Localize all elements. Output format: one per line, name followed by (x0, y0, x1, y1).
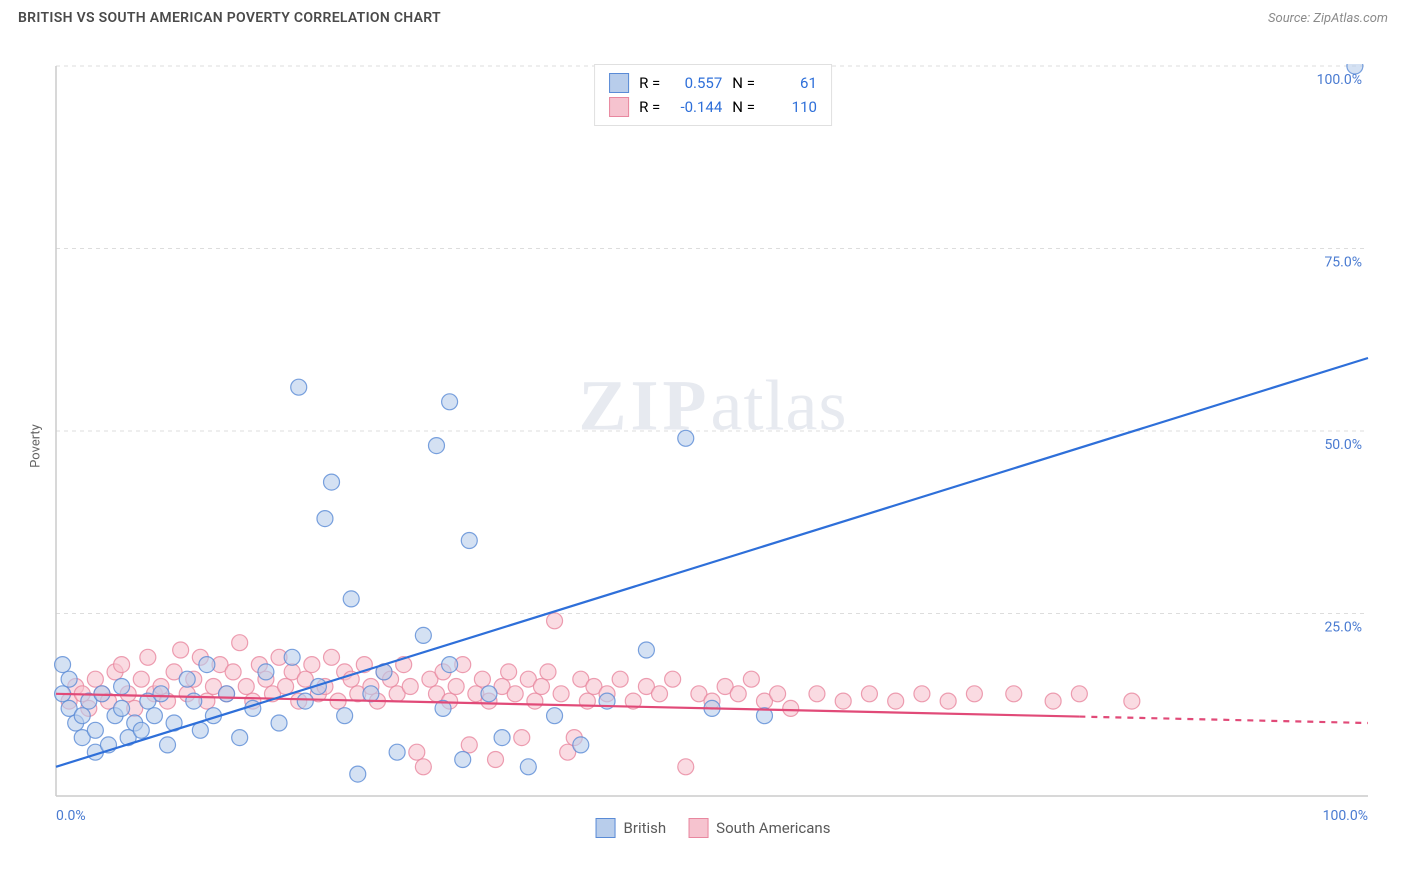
r-value: 0.557 (670, 71, 722, 95)
svg-text:100.0%: 100.0% (1323, 808, 1368, 824)
r-label: R = (639, 71, 660, 95)
r-label: R = (639, 95, 660, 119)
series-legend: British South Americans (596, 818, 831, 838)
svg-text:75.0%: 75.0% (1324, 255, 1362, 271)
n-value: 110 (765, 95, 817, 119)
swatch-icon (596, 818, 616, 838)
legend-label: South Americans (716, 819, 830, 837)
chart-title: BRITISH VS SOUTH AMERICAN POVERTY CORREL… (18, 10, 441, 26)
scatter-plot: 25.0%50.0%75.0%100.0%0.0%100.0% (54, 64, 1370, 834)
r-value: -0.144 (670, 95, 722, 119)
legend-row: R = 0.557 N = 61 (609, 71, 817, 95)
n-value: 61 (765, 71, 817, 95)
source-credit: Source: ZipAtlas.com (1268, 11, 1388, 26)
svg-text:50.0%: 50.0% (1324, 437, 1362, 453)
legend-item: British (596, 818, 667, 838)
swatch-icon (609, 97, 629, 117)
y-axis-label: Poverty (28, 424, 43, 468)
n-label: N = (732, 71, 755, 95)
swatch-icon (609, 73, 629, 93)
chart-area: 25.0%50.0%75.0%100.0%0.0%100.0% ZIPatlas… (48, 50, 1378, 840)
svg-text:0.0%: 0.0% (56, 808, 86, 824)
n-label: N = (732, 95, 755, 119)
swatch-icon (688, 818, 708, 838)
svg-text:25.0%: 25.0% (1324, 620, 1362, 636)
legend-label: British (624, 819, 667, 837)
correlation-legend: R = 0.557 N = 61 R = -0.144 N = 110 (594, 64, 832, 126)
legend-row: R = -0.144 N = 110 (609, 95, 817, 119)
legend-item: South Americans (688, 818, 830, 838)
